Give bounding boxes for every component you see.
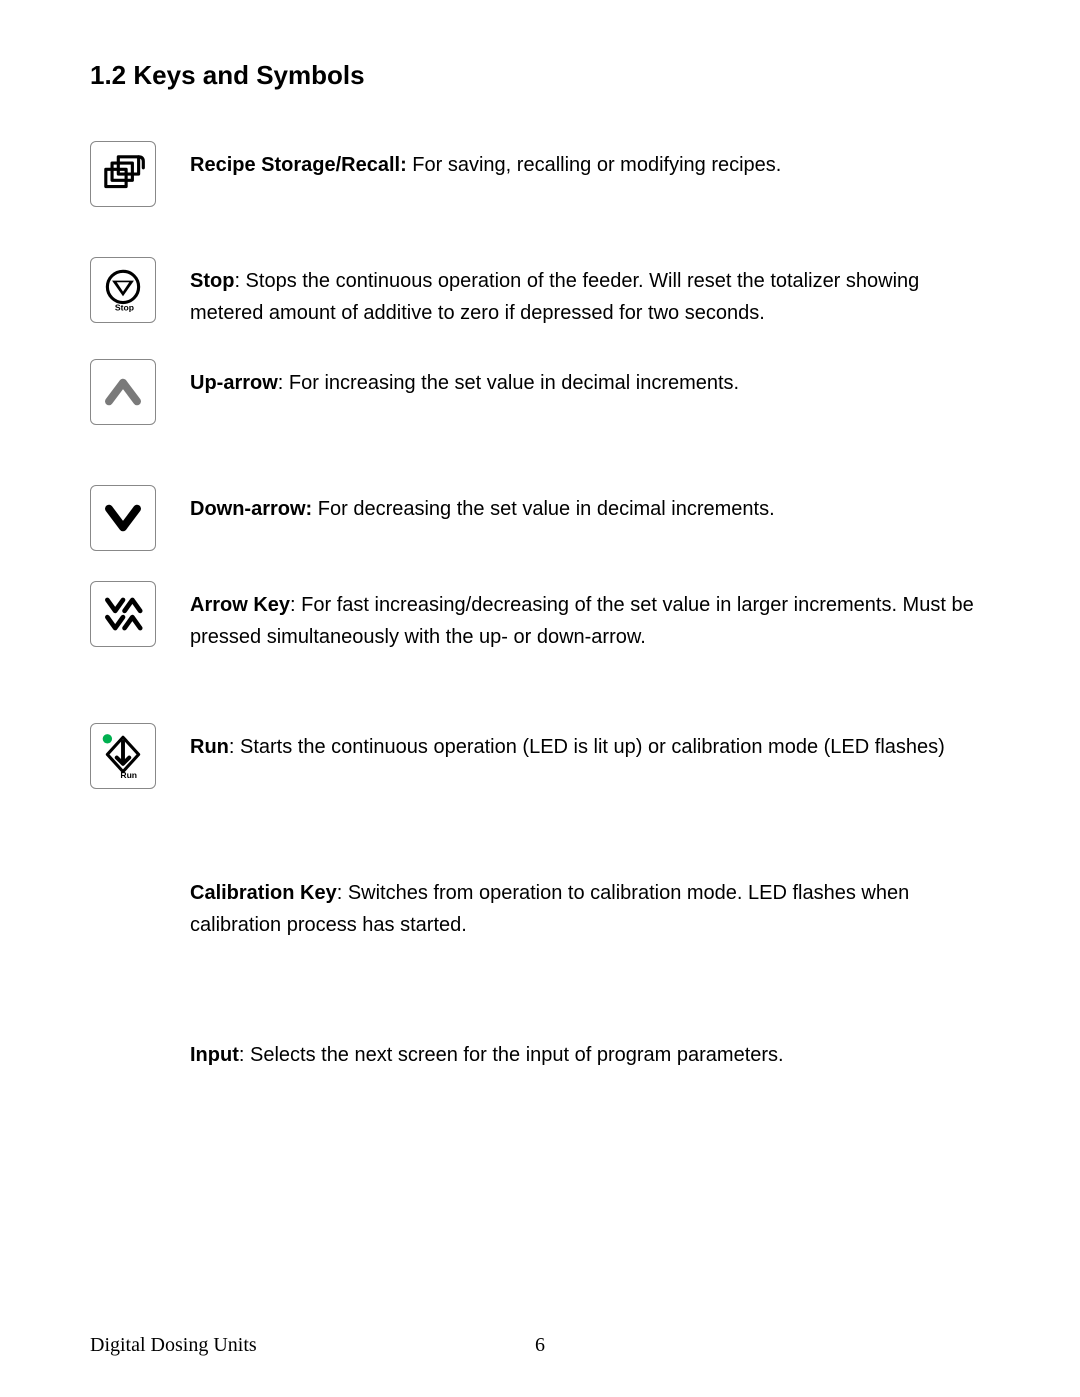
run-icon: Run [90,723,156,789]
entry-row: Run Run: Starts the continuous operation… [90,723,990,789]
page-footer: Digital Dosing Units 6 [90,1334,990,1357]
down-icon [90,485,156,551]
section-title: 1.2 Keys and Symbols [90,60,990,91]
entry-text: For saving, recalling or modifying recip… [407,154,782,176]
entry-row: Up-arrow: For increasing the set value i… [90,359,990,425]
entry-description: Input: Selects the next screen for the i… [190,1031,990,1071]
entry-term: Input [190,1044,239,1066]
entry-term: Up-arrow [190,372,278,394]
entry-term: Recipe Storage/Recall: [190,154,407,176]
recipe-icon [90,141,156,207]
entry-description: Stop: Stops the continuous operation of … [190,257,990,329]
svg-text:Stop: Stop [115,302,134,312]
entry-term: Stop [190,270,234,292]
document-page: 1.2 Keys and Symbols Recipe Storage/Reca… [0,0,1080,1397]
svg-text:Run: Run [120,770,137,780]
entry-row: Down-arrow: For decreasing the set value… [90,485,990,551]
entry-description: Up-arrow: For increasing the set value i… [190,359,990,399]
entry-description: Recipe Storage/Recall: For saving, recal… [190,141,990,181]
icon-cell [90,141,190,207]
entry-text: : For increasing the set value in decima… [278,372,739,394]
entry-text: For decreasing the set value in decimal … [312,498,774,520]
entry-text: : Stops the continuous operation of the … [190,270,919,324]
entry-description: Down-arrow: For decreasing the set value… [190,485,990,525]
entry-description: Calibration Key: Switches from operation… [190,869,990,941]
entry-text: : Starts the continuous operation (LED i… [229,736,945,758]
entry-description: Arrow Key: For fast increasing/decreasin… [190,581,990,653]
entry-term: Calibration Key [190,882,337,904]
entry-row: Calibration Key: Switches from operation… [90,869,990,941]
footer-page-number: 6 [535,1334,545,1357]
footer-title: Digital Dosing Units [90,1334,257,1357]
icon-cell [90,581,190,647]
entry-row: Arrow Key: For fast increasing/decreasin… [90,581,990,653]
arrowkey-icon [90,581,156,647]
entry-description: Run: Starts the continuous operation (LE… [190,723,990,763]
entry-term: Run [190,736,229,758]
entry-row: Stop Stop: Stops the continuous operatio… [90,257,990,329]
icon-cell [90,485,190,551]
entry-text: : Selects the next screen for the input … [239,1044,784,1066]
icon-cell [90,359,190,425]
entry-text: : For fast increasing/decreasing of the … [190,594,974,648]
icon-cell: Stop [90,257,190,323]
entry-term: Down-arrow: [190,498,312,520]
entry-term: Arrow Key [190,594,290,616]
icon-cell: Run [90,723,190,789]
entry-row: Input: Selects the next screen for the i… [90,1031,990,1071]
up-icon [90,359,156,425]
entry-row: Recipe Storage/Recall: For saving, recal… [90,141,990,207]
stop-icon: Stop [90,257,156,323]
entries-list: Recipe Storage/Recall: For saving, recal… [90,141,990,1071]
